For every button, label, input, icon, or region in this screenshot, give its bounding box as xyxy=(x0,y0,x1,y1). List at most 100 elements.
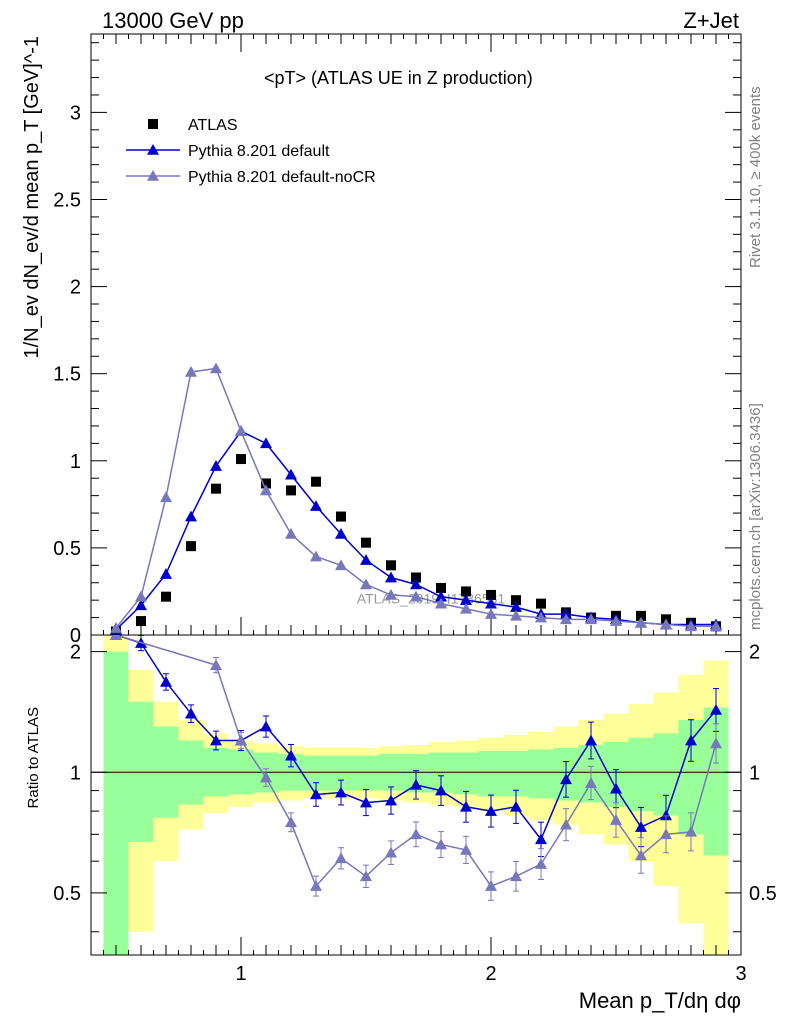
data-point xyxy=(210,362,222,374)
ratio-series-0 xyxy=(110,635,722,858)
data-point xyxy=(560,613,572,625)
ratio-line xyxy=(115,635,717,888)
data-point xyxy=(585,613,597,625)
data-point xyxy=(486,589,496,600)
ratio-y-tick-label-right: 1 xyxy=(749,762,760,784)
x-tick-label: 3 xyxy=(735,963,746,985)
data-point xyxy=(636,610,646,621)
legend-marker xyxy=(148,119,158,129)
ratio-point xyxy=(560,773,572,785)
x-tick-label: 1 xyxy=(235,963,246,985)
data-point xyxy=(660,618,672,630)
data-point xyxy=(385,588,397,600)
ratio-y-axis-label: Ratio to ATLAS xyxy=(25,707,42,808)
series-2 xyxy=(110,362,722,633)
data-point xyxy=(511,595,521,606)
ratio-point xyxy=(385,846,397,858)
data-point xyxy=(510,609,522,621)
ratio-point xyxy=(335,852,347,864)
ratio-point xyxy=(635,849,647,861)
main-y-tick-label: 2.5 xyxy=(53,189,81,211)
ratio-point xyxy=(485,805,497,816)
x-tick-label: 2 xyxy=(485,963,496,985)
data-point xyxy=(335,559,347,571)
ratio-point xyxy=(685,825,697,837)
ratio-point xyxy=(485,880,497,891)
data-point xyxy=(460,602,472,614)
ratio-point xyxy=(160,675,172,687)
main-y-tick-label: 0.5 xyxy=(53,538,81,560)
ratio-point xyxy=(585,777,597,788)
data-point xyxy=(336,511,346,522)
ratio-point xyxy=(585,734,597,746)
mcplots-reference-label: mcplots.cern.ch [arXiv:1306.3436] xyxy=(747,403,764,630)
main-y-tick-label: 2 xyxy=(70,277,81,299)
ratio-point xyxy=(410,778,422,790)
ratio-y-tick-label-right: 0.5 xyxy=(749,883,777,905)
ratio-point xyxy=(110,635,122,640)
data-point xyxy=(510,601,522,612)
data-point xyxy=(135,599,147,611)
main-y-tick-label: 1 xyxy=(70,451,81,473)
inner-band-bin xyxy=(528,749,554,799)
ratio-point xyxy=(260,720,272,732)
ratio-point xyxy=(310,788,322,800)
ratio-point xyxy=(210,659,222,670)
data-point xyxy=(461,586,471,597)
data-point xyxy=(110,622,122,633)
legend: ATLAS Pythia 8.201 default Pythia 8.201 de… xyxy=(126,117,376,186)
data-point xyxy=(436,582,446,593)
ratio-point xyxy=(535,858,547,869)
data-point xyxy=(386,560,396,571)
ratio-point xyxy=(610,782,622,794)
data-point xyxy=(536,598,546,609)
ratio-point xyxy=(435,838,447,850)
data-point xyxy=(136,616,146,627)
legend-label: ATLAS xyxy=(188,117,238,134)
legend-marker xyxy=(147,170,159,181)
inner-band-bin xyxy=(453,752,479,795)
data-point xyxy=(185,365,197,377)
uncertainty-bands xyxy=(103,635,729,955)
ratio-point xyxy=(510,870,522,882)
ratio-y-tick-label-right: 2 xyxy=(749,642,760,664)
ratio-point xyxy=(510,800,522,812)
data-point xyxy=(485,608,497,619)
main-y-tick-label: 0 xyxy=(70,625,81,647)
data-point xyxy=(211,483,221,494)
header-left: 13000 GeV pp xyxy=(102,8,244,33)
ratio-point xyxy=(360,796,372,808)
data-point xyxy=(260,437,272,449)
ratio-point xyxy=(410,828,422,840)
ratio-y-tick-label: 1 xyxy=(70,762,81,784)
analysis-watermark: ATLAS_2019_I1736531 xyxy=(357,591,506,607)
main-y-tick-label: 3 xyxy=(70,102,81,124)
legend-marker xyxy=(147,144,159,155)
data-point xyxy=(186,541,196,552)
data-point xyxy=(310,500,322,511)
ratio-point xyxy=(660,809,672,821)
data-point xyxy=(485,597,497,609)
ratio-y-tick-label: 0.5 xyxy=(53,883,81,905)
inner-band-bin xyxy=(478,750,504,797)
data-point xyxy=(160,491,172,503)
data-point xyxy=(360,578,372,590)
ratio-point xyxy=(460,843,472,855)
data-point xyxy=(285,468,297,480)
ratio-point xyxy=(710,703,722,715)
data-point xyxy=(610,615,622,626)
data-point xyxy=(135,590,147,602)
ratio-point xyxy=(460,800,472,812)
ratio-series-1 xyxy=(110,635,722,901)
ratio-point xyxy=(685,734,697,746)
data-point xyxy=(385,571,397,583)
ratio-point xyxy=(335,786,347,798)
ratio-point xyxy=(210,734,222,746)
x-axis-label: Mean p_T/dη dφ xyxy=(579,988,741,1013)
legend-label: Pythia 8.201 default xyxy=(188,143,330,160)
data-point xyxy=(261,478,271,489)
data-point xyxy=(435,597,447,609)
ratio-point xyxy=(310,880,322,891)
ratio-point xyxy=(560,818,572,830)
